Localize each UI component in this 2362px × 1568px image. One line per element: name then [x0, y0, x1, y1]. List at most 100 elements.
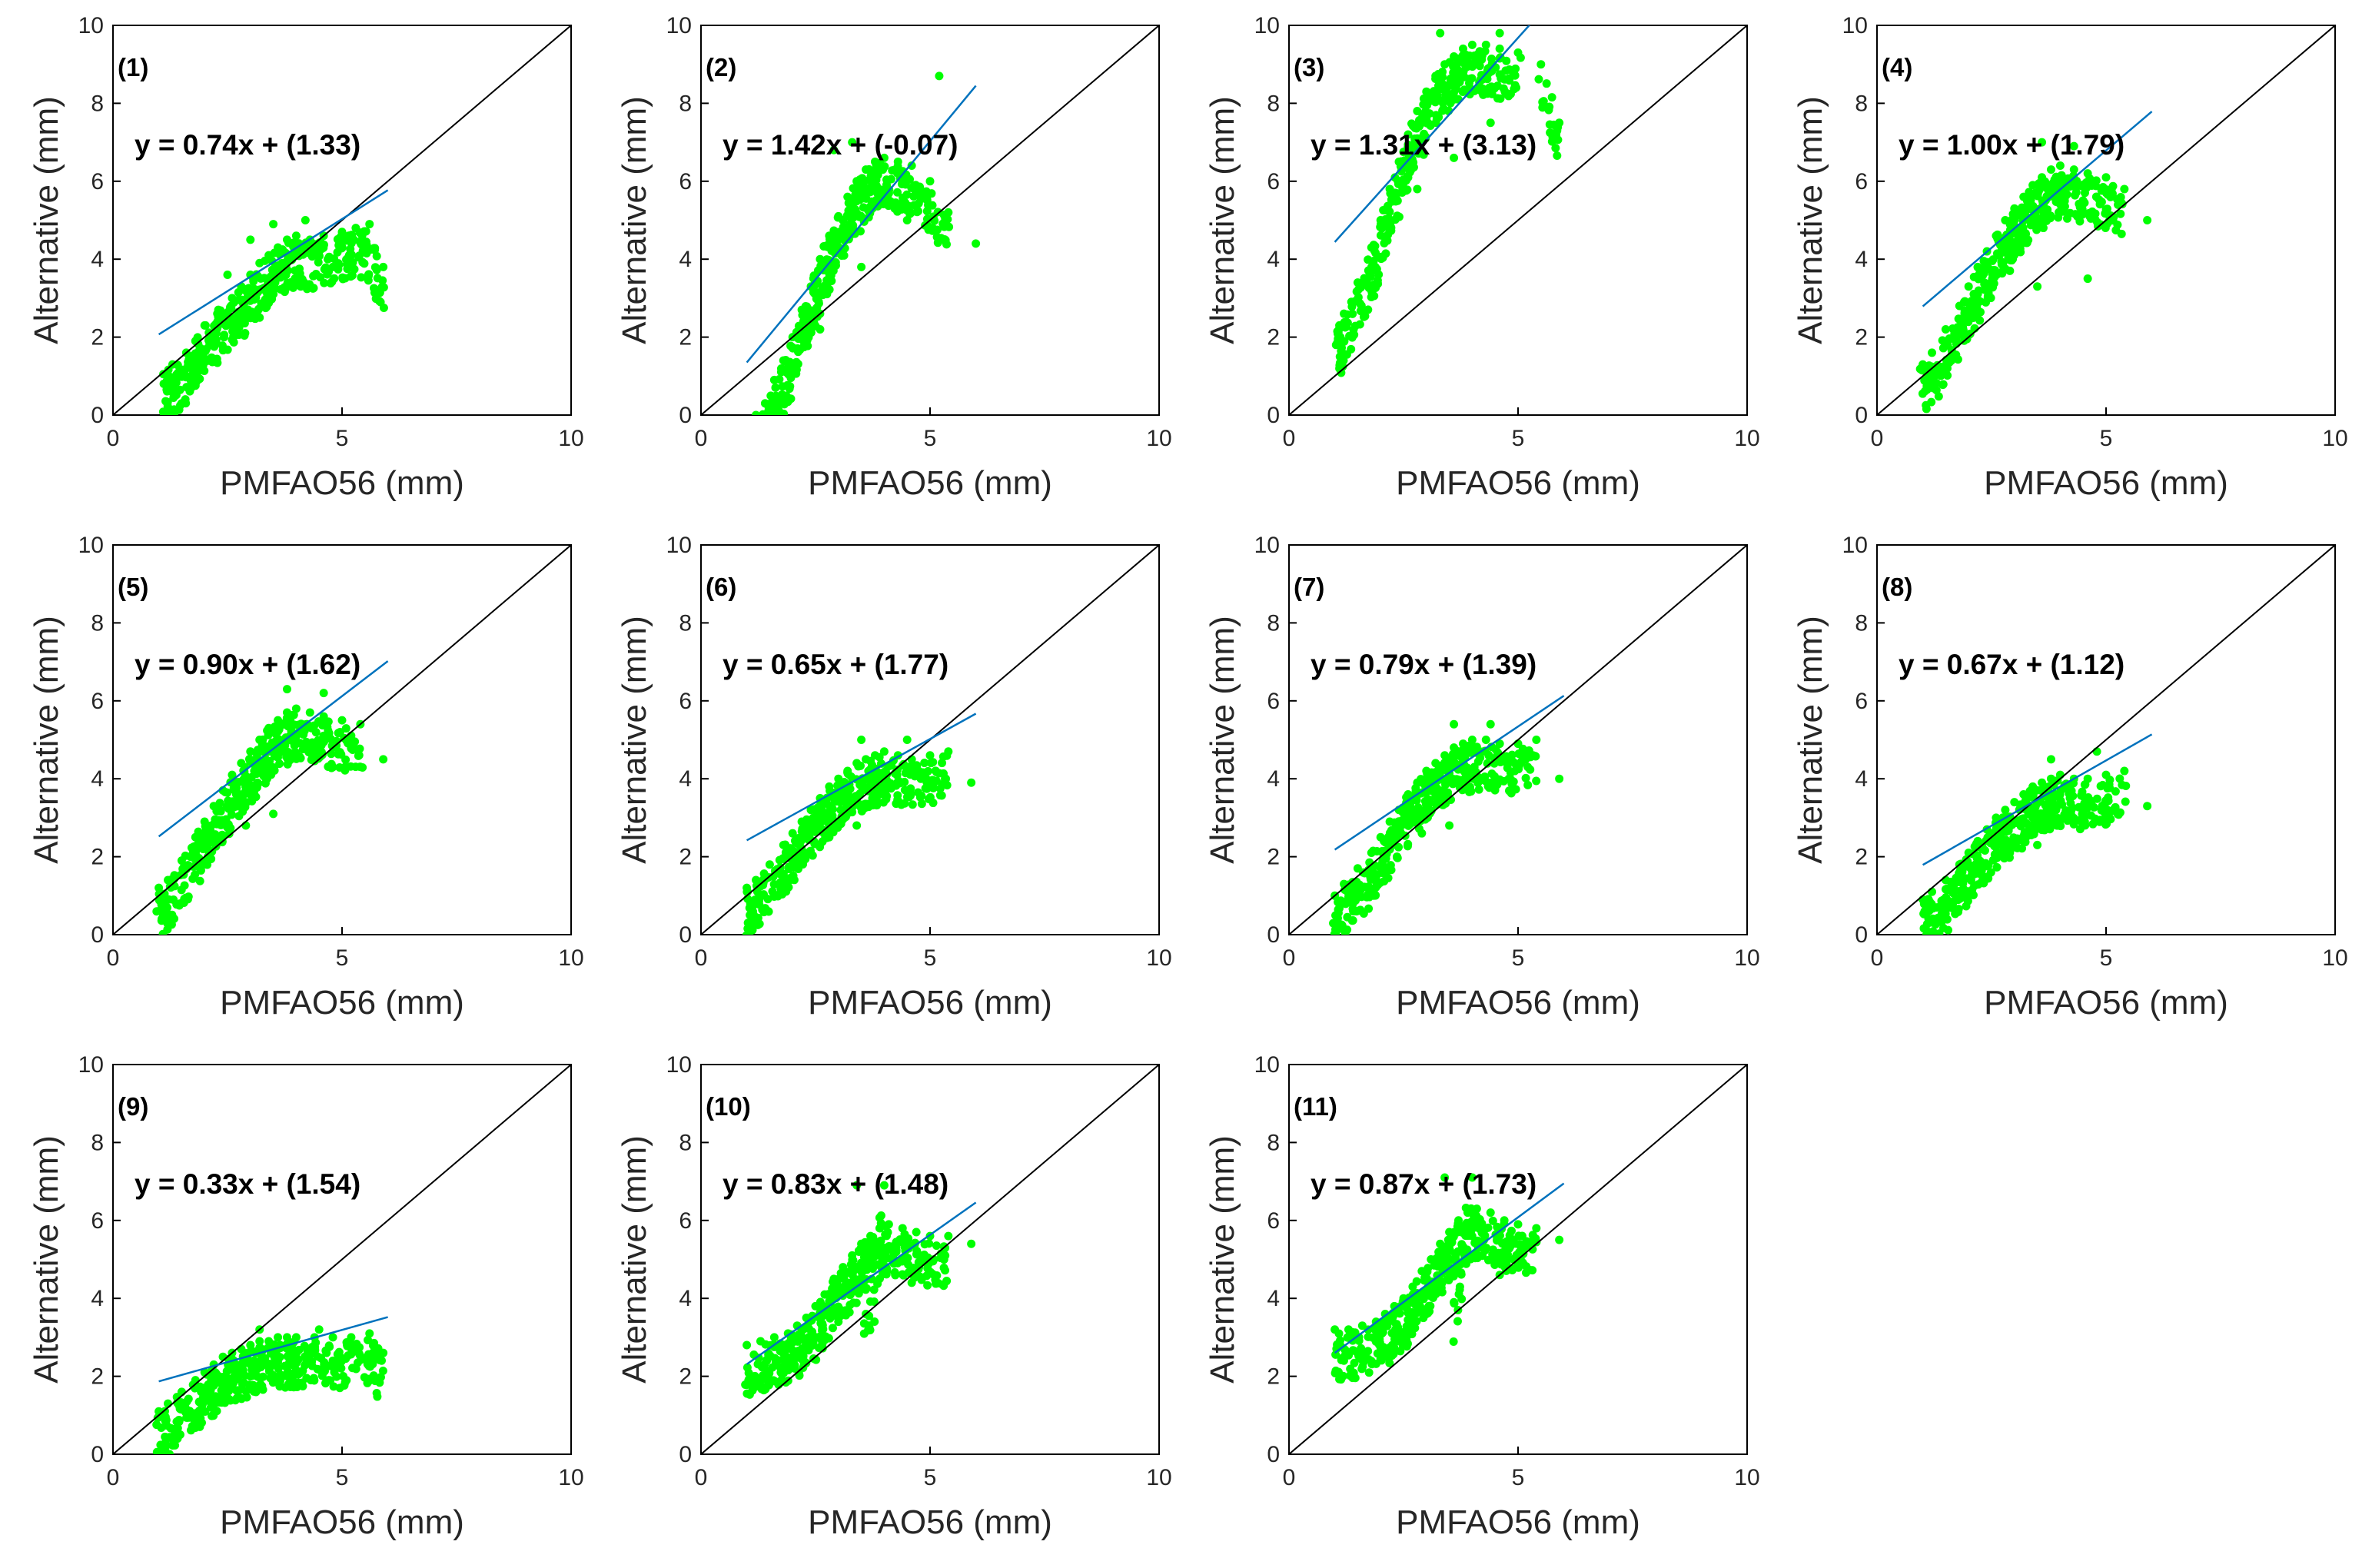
data-point — [271, 277, 280, 287]
data-point — [281, 741, 290, 750]
data-point — [1355, 299, 1364, 308]
data-point — [2025, 188, 2034, 197]
data-point — [859, 1329, 869, 1338]
panel-label: (9) — [118, 1092, 148, 1121]
regression-equation: y = 0.65x + (1.77) — [723, 649, 948, 680]
x-tick-label: 5 — [336, 945, 349, 971]
data-point — [1349, 325, 1358, 334]
data-point — [848, 1255, 857, 1264]
data-point — [893, 161, 902, 171]
data-point — [355, 1350, 364, 1360]
data-point — [2120, 184, 2129, 194]
data-point — [762, 425, 771, 434]
identity-line — [1289, 1065, 1747, 1454]
data-point — [899, 1237, 908, 1246]
y-tick-label: 0 — [679, 1442, 692, 1467]
data-point — [1386, 219, 1395, 228]
data-point — [744, 1368, 753, 1377]
data-point — [193, 333, 202, 342]
data-point — [2017, 224, 2026, 234]
y-tick-label: 6 — [1267, 169, 1280, 194]
data-point — [873, 1279, 882, 1288]
data-point — [2093, 218, 2102, 227]
data-point — [1420, 1273, 1430, 1282]
data-point — [829, 1293, 838, 1302]
data-point — [218, 1380, 228, 1389]
data-point — [310, 1376, 319, 1385]
data-point — [2088, 207, 2097, 216]
data-point — [967, 778, 976, 787]
data-point — [842, 235, 851, 244]
data-point — [2109, 806, 2118, 815]
data-point — [275, 249, 284, 258]
data-point — [906, 208, 915, 218]
y-tick-label: 0 — [679, 922, 692, 948]
data-point — [2101, 204, 2111, 214]
data-point — [239, 800, 248, 809]
y-tick-label: 2 — [679, 845, 692, 870]
data-point — [1510, 766, 1520, 776]
panel-label: (10) — [706, 1092, 751, 1121]
data-point — [351, 762, 360, 772]
data-point — [298, 1382, 307, 1391]
data-point — [1390, 818, 1399, 827]
data-point — [1979, 257, 1988, 266]
data-point — [324, 254, 333, 264]
data-point — [1473, 757, 1483, 766]
data-point — [807, 1341, 816, 1350]
data-point — [1379, 1343, 1388, 1352]
regression-line — [158, 189, 389, 336]
data-point — [1370, 241, 1380, 251]
data-point — [941, 1244, 950, 1253]
data-point — [184, 1413, 193, 1422]
data-point — [350, 264, 359, 274]
data-point — [754, 1354, 763, 1363]
y-tick-label: 4 — [91, 247, 104, 272]
data-point — [876, 1250, 885, 1259]
data-point — [1467, 40, 1477, 49]
data-point — [204, 336, 213, 345]
regression-equation: y = 1.42x + (-0.07) — [723, 129, 958, 161]
data-point — [1368, 846, 1377, 855]
data-point — [228, 321, 237, 330]
data-point — [814, 297, 823, 306]
data-point — [1387, 865, 1396, 875]
data-point — [1932, 903, 1942, 912]
data-point — [900, 799, 909, 808]
data-point — [1467, 74, 1477, 83]
y-axis-label: Alternative (mm) — [28, 1135, 65, 1384]
y-tick-label: 6 — [1267, 689, 1280, 714]
data-point — [1364, 305, 1373, 314]
y-tick-label: 8 — [679, 610, 692, 636]
data-point — [2116, 209, 2125, 218]
data-point — [1369, 1358, 1378, 1367]
data-point — [291, 231, 301, 241]
data-point — [923, 1281, 932, 1290]
identity-line — [113, 1065, 571, 1454]
data-point — [752, 431, 761, 440]
data-point — [203, 355, 212, 364]
data-point — [1507, 750, 1517, 759]
data-point — [1932, 386, 1941, 395]
y-tick-label: 4 — [91, 1286, 104, 1311]
data-point — [875, 752, 884, 762]
data-point — [307, 252, 317, 261]
data-point — [2046, 755, 2055, 764]
data-point — [1378, 857, 1387, 866]
data-point — [238, 1380, 247, 1389]
y-tick-label: 2 — [91, 325, 104, 350]
data-point — [779, 872, 788, 882]
data-point — [1330, 925, 1340, 934]
data-point — [761, 426, 769, 434]
data-point — [743, 924, 752, 933]
data-point — [1974, 274, 1983, 284]
data-point — [1928, 348, 1937, 357]
data-point — [2038, 138, 2047, 147]
data-point — [859, 177, 869, 186]
data-point — [1495, 44, 1504, 53]
data-point — [2041, 808, 2050, 817]
y-tick-label: 8 — [91, 610, 104, 636]
data-point — [333, 1350, 342, 1359]
data-point — [1929, 368, 1938, 377]
